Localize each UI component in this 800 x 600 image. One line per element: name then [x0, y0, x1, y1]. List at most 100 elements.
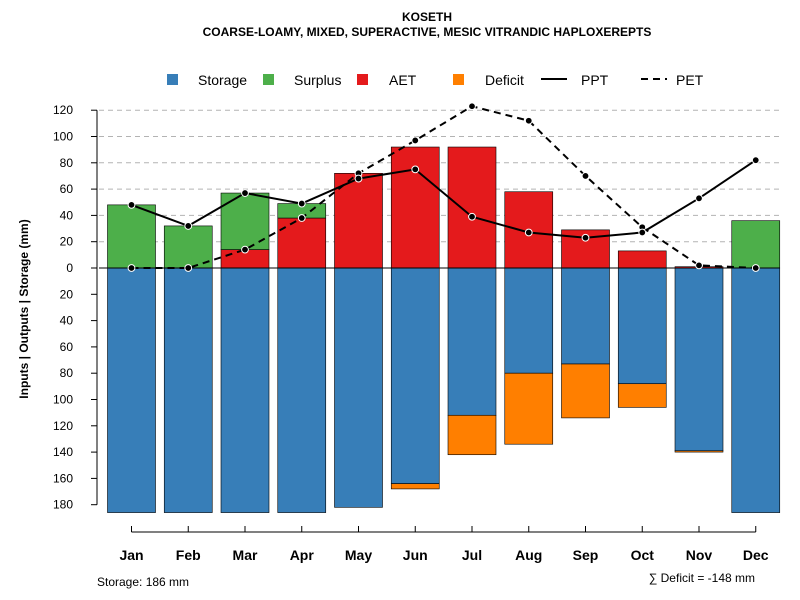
y-tick-label: 160	[53, 471, 73, 485]
aet-bar-jun	[390, 146, 440, 269]
chart-subtitle: COARSE-LOAMY, MIXED, SUPERACTIVE, MESIC …	[203, 25, 652, 39]
legend-swatch-deficit	[453, 74, 464, 85]
bars	[107, 146, 781, 513]
deficit-note: ∑ Deficit = -148 mm	[649, 571, 755, 585]
ppt-point-aug	[524, 228, 533, 237]
y-tick-label: 100	[53, 130, 73, 144]
legend-item-deficit: Deficit	[453, 72, 524, 88]
aet-bar-apr	[277, 217, 327, 269]
legend-swatch-storage	[167, 74, 178, 85]
y-tick-label: 40	[60, 208, 74, 222]
legend: Storage Surplus AET Deficit PPT PET	[167, 72, 704, 88]
pet-point-mar	[241, 245, 249, 254]
x-tick-label-mar: Mar	[233, 547, 258, 563]
ppt-point-sep	[581, 233, 590, 242]
storage-bar-jul	[447, 267, 497, 416]
legend-swatch-aet	[357, 74, 368, 85]
ppt-line	[131, 159, 757, 239]
pet-line	[131, 105, 756, 269]
grid-lines	[99, 109, 780, 243]
surplus-bar-jan	[107, 204, 156, 269]
pet-point-dec	[751, 264, 760, 272]
y-tick-label: 140	[53, 445, 73, 459]
y-tick-label: 0	[66, 261, 73, 275]
pet-point-feb	[184, 264, 193, 272]
legend-label-ppt: PPT	[581, 72, 609, 88]
legend-label-surplus: Surplus	[294, 72, 341, 88]
legend-swatch-surplus	[263, 74, 274, 85]
x-tick-label-nov: Nov	[686, 547, 713, 563]
x-axis: Jan Feb Mar Apr May Jun Jul Aug Sep Oct Nov Dec	[119, 526, 769, 563]
x-tick-label-jul: Jul	[462, 547, 482, 563]
storage-bar-aug	[504, 267, 554, 374]
y-tick-label: 120	[53, 103, 73, 117]
aet-bar-may	[334, 173, 383, 269]
y-tick-label: 40	[60, 314, 74, 328]
aet-bar-jul	[447, 146, 497, 269]
storage-note: Storage: 186 mm	[97, 575, 189, 589]
ppt-point-apr	[297, 199, 306, 208]
storage-bar-mar	[220, 267, 270, 513]
storage-bar-feb	[163, 267, 213, 513]
ppt-point-jun	[411, 165, 420, 174]
x-tick-label-oct: Oct	[631, 547, 655, 563]
legend-item-ppt: PPT	[541, 72, 609, 88]
pet-point-jul	[468, 102, 476, 111]
x-tick-label-may: May	[345, 547, 372, 563]
y-axis: 120 100 80 60 40 20 0 20 40 60 80 100 120 140 160 180	[53, 103, 98, 512]
x-tick-label-sep: Sep	[573, 547, 599, 563]
pet-point-jan	[127, 264, 136, 272]
lines	[127, 102, 760, 272]
surplus-bar-feb	[163, 225, 213, 269]
y-tick-label: 60	[60, 340, 74, 354]
legend-label-aet: AET	[389, 72, 417, 88]
x-tick-label-jan: Jan	[119, 547, 143, 563]
storage-bar-jan	[107, 267, 156, 513]
legend-label-pet: PET	[676, 72, 704, 88]
x-tick-label-feb: Feb	[176, 547, 201, 563]
x-tick-label-jun: Jun	[403, 547, 428, 563]
pet-point-sep	[581, 172, 590, 180]
pet-point-jun	[411, 136, 420, 145]
y-tick-label: 20	[60, 287, 74, 301]
deficit-bar-jul	[447, 414, 497, 456]
legend-label-storage: Storage	[198, 72, 247, 88]
y-axis-label: Inputs | Outputs | Storage (mm)	[17, 219, 31, 398]
chart-title: KOSETH	[402, 10, 452, 24]
storage-bar-apr	[277, 267, 327, 513]
deficit-bar-aug	[504, 372, 554, 445]
x-tick-label-aug: Aug	[515, 547, 542, 563]
y-tick-label: 20	[60, 235, 74, 249]
ppt-point-mar	[241, 189, 249, 197]
y-tick-label: 60	[60, 182, 74, 196]
legend-item-aet: AET	[357, 72, 417, 88]
legend-item-surplus: Surplus	[263, 72, 341, 88]
surplus-bar-dec	[731, 220, 781, 269]
storage-bar-jun	[390, 267, 440, 484]
pet-point-nov	[695, 261, 703, 270]
y-tick-label: 80	[60, 156, 74, 170]
ppt-point-dec	[751, 156, 760, 165]
legend-label-deficit: Deficit	[485, 72, 524, 88]
deficit-bar-jun	[390, 483, 440, 490]
ppt-point-jul	[468, 212, 476, 221]
deficit-bar-sep	[561, 363, 610, 419]
x-tick-label-dec: Dec	[743, 547, 769, 563]
ppt-point-nov	[695, 194, 703, 203]
pet-point-aug	[524, 116, 533, 125]
deficit-bar-nov	[674, 450, 724, 453]
aet-bar-oct	[617, 250, 667, 269]
y-tick-label: 120	[53, 419, 73, 433]
ppt-point-oct	[638, 228, 647, 237]
y-tick-label: 180	[53, 498, 73, 512]
storage-bar-may	[334, 267, 383, 508]
deficit-bar-oct	[617, 383, 667, 408]
y-tick-label: 80	[60, 366, 74, 380]
storage-bar-oct	[617, 267, 667, 385]
storage-bar-sep	[561, 267, 610, 365]
y-tick-label: 100	[53, 393, 73, 407]
ppt-point-feb	[184, 222, 193, 230]
pet-point-apr	[297, 214, 306, 222]
legend-item-storage: Storage	[167, 72, 247, 88]
